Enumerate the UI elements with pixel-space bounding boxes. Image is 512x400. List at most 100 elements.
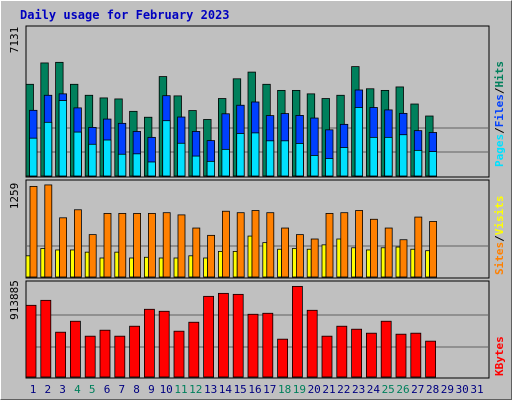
sites-bar-day-6 bbox=[103, 213, 112, 278]
kbytes-bar-day-4 bbox=[70, 320, 81, 378]
visits-bar-day-8 bbox=[129, 257, 135, 278]
sites-bar-day-23 bbox=[355, 210, 364, 278]
sites-bar-day-10 bbox=[162, 212, 171, 278]
visits-bar-day-25 bbox=[380, 247, 386, 278]
pages-bar-day-20 bbox=[310, 155, 319, 177]
sites-bar-day-5 bbox=[88, 234, 97, 278]
pages-bar-day-15 bbox=[236, 133, 245, 177]
visits-bar-day-6 bbox=[99, 257, 105, 278]
day-label-22: 22 bbox=[337, 383, 350, 396]
day-label-10: 10 bbox=[160, 383, 173, 396]
legend-1: Pages/Files/Hits bbox=[493, 61, 506, 167]
y-max-label-1: 7131 bbox=[8, 27, 21, 54]
pages-bar-day-6 bbox=[103, 139, 112, 177]
legend-3: KBytes bbox=[493, 336, 506, 376]
pages-bar-day-24 bbox=[369, 136, 378, 177]
pages-bar-day-1 bbox=[29, 137, 38, 177]
day-label-29: 29 bbox=[441, 383, 454, 396]
pages-bar-day-16 bbox=[251, 132, 260, 177]
visits-bar-day-23 bbox=[351, 247, 357, 278]
sites-bar-day-11 bbox=[177, 214, 186, 278]
visits-bar-day-27 bbox=[410, 248, 416, 278]
kbytes-bar-day-10 bbox=[158, 310, 170, 378]
day-label-12: 12 bbox=[189, 383, 202, 396]
visits-bar-day-5 bbox=[84, 251, 90, 278]
day-label-17: 17 bbox=[263, 383, 276, 396]
kbytes-bar-day-16 bbox=[247, 313, 259, 378]
day-label-1: 1 bbox=[30, 383, 37, 396]
day-label-25: 25 bbox=[382, 383, 395, 396]
visits-bar-day-10 bbox=[158, 257, 164, 278]
kbytes-bar-day-18 bbox=[277, 338, 289, 378]
sites-bar-day-3 bbox=[59, 217, 67, 278]
sites-bar-day-24 bbox=[369, 218, 378, 278]
sites-bar-day-16 bbox=[251, 210, 260, 278]
visits-bar-day-20 bbox=[306, 248, 312, 278]
kbytes-bar-day-2 bbox=[40, 299, 52, 378]
visits-bar-day-19 bbox=[291, 248, 297, 278]
kbytes-bar-day-7 bbox=[114, 335, 126, 378]
legend-sites: Sites bbox=[493, 242, 506, 275]
legend-kbytes: KBytes bbox=[493, 336, 506, 376]
visits-bar-day-2 bbox=[40, 248, 46, 278]
pages-bar-day-23 bbox=[354, 107, 364, 177]
kbytes-bar-day-23 bbox=[351, 328, 363, 378]
visits-bar-day-18 bbox=[277, 248, 283, 278]
y-max-label-3: 913885 bbox=[8, 280, 21, 320]
day-label-24: 24 bbox=[367, 383, 381, 396]
day-label-6: 6 bbox=[104, 383, 111, 396]
day-label-27: 27 bbox=[411, 383, 424, 396]
visits-bar-day-1 bbox=[25, 255, 31, 278]
visits-bar-day-14 bbox=[217, 251, 223, 278]
day-label-4: 4 bbox=[74, 383, 81, 396]
pages-bar-day-11 bbox=[177, 142, 186, 177]
sites-bar-day-8 bbox=[133, 213, 142, 278]
legend-hits: Hits bbox=[493, 61, 506, 88]
legend-visits: Visits bbox=[493, 196, 506, 236]
day-label-21: 21 bbox=[322, 383, 335, 396]
pages-bar-day-13 bbox=[206, 160, 216, 177]
sites-bar-day-14 bbox=[221, 210, 230, 278]
pages-bar-day-12 bbox=[191, 155, 201, 177]
day-label-28: 28 bbox=[426, 383, 439, 396]
sites-bar-day-13 bbox=[207, 234, 216, 278]
kbytes-bar-day-13 bbox=[203, 295, 215, 378]
visits-bar-day-28 bbox=[425, 250, 431, 278]
kbytes-bar-day-19 bbox=[291, 285, 303, 378]
kbytes-bar-day-8 bbox=[129, 325, 141, 378]
kbytes-bar-day-27 bbox=[410, 332, 422, 378]
sites-bar-day-27 bbox=[414, 216, 423, 278]
sites-bar-day-15 bbox=[236, 212, 245, 278]
visits-bar-day-9 bbox=[143, 256, 149, 278]
visits-bar-day-26 bbox=[395, 246, 401, 278]
sites-bar-day-18 bbox=[281, 227, 290, 278]
sites-bar-day-20 bbox=[310, 238, 319, 278]
pages-bar-day-10 bbox=[162, 120, 171, 177]
sites-bar-day-9 bbox=[147, 213, 156, 278]
legend-separator: / bbox=[493, 87, 506, 94]
pages-bar-day-19 bbox=[295, 143, 304, 177]
sites-bar-day-7 bbox=[118, 213, 127, 278]
day-label-19: 19 bbox=[293, 383, 306, 396]
visits-bar-day-17 bbox=[262, 242, 268, 278]
pages-bar-day-25 bbox=[384, 136, 393, 177]
sites-bar-day-19 bbox=[295, 234, 304, 278]
kbytes-bar-day-11 bbox=[173, 330, 185, 378]
sites-bar-day-22 bbox=[340, 212, 349, 278]
pages-bar-day-5 bbox=[88, 143, 97, 177]
pages-bar-day-2 bbox=[43, 121, 53, 177]
pages-bar-day-14 bbox=[221, 148, 230, 177]
visits-bar-day-15 bbox=[232, 251, 238, 278]
day-label-11: 11 bbox=[174, 383, 187, 396]
sites-bar-day-17 bbox=[266, 212, 275, 278]
sites-bar-day-21 bbox=[325, 213, 334, 278]
day-label-31: 31 bbox=[470, 383, 483, 396]
day-label-16: 16 bbox=[248, 383, 261, 396]
sites-bar-day-4 bbox=[74, 209, 82, 278]
pages-bar-day-17 bbox=[265, 140, 275, 177]
sites-bar-day-2 bbox=[44, 184, 53, 278]
y-max-label-2: 1259 bbox=[8, 183, 21, 210]
legend-2: Sites/Visits bbox=[493, 196, 506, 276]
pages-bar-day-21 bbox=[325, 158, 334, 177]
day-label-15: 15 bbox=[234, 383, 247, 396]
